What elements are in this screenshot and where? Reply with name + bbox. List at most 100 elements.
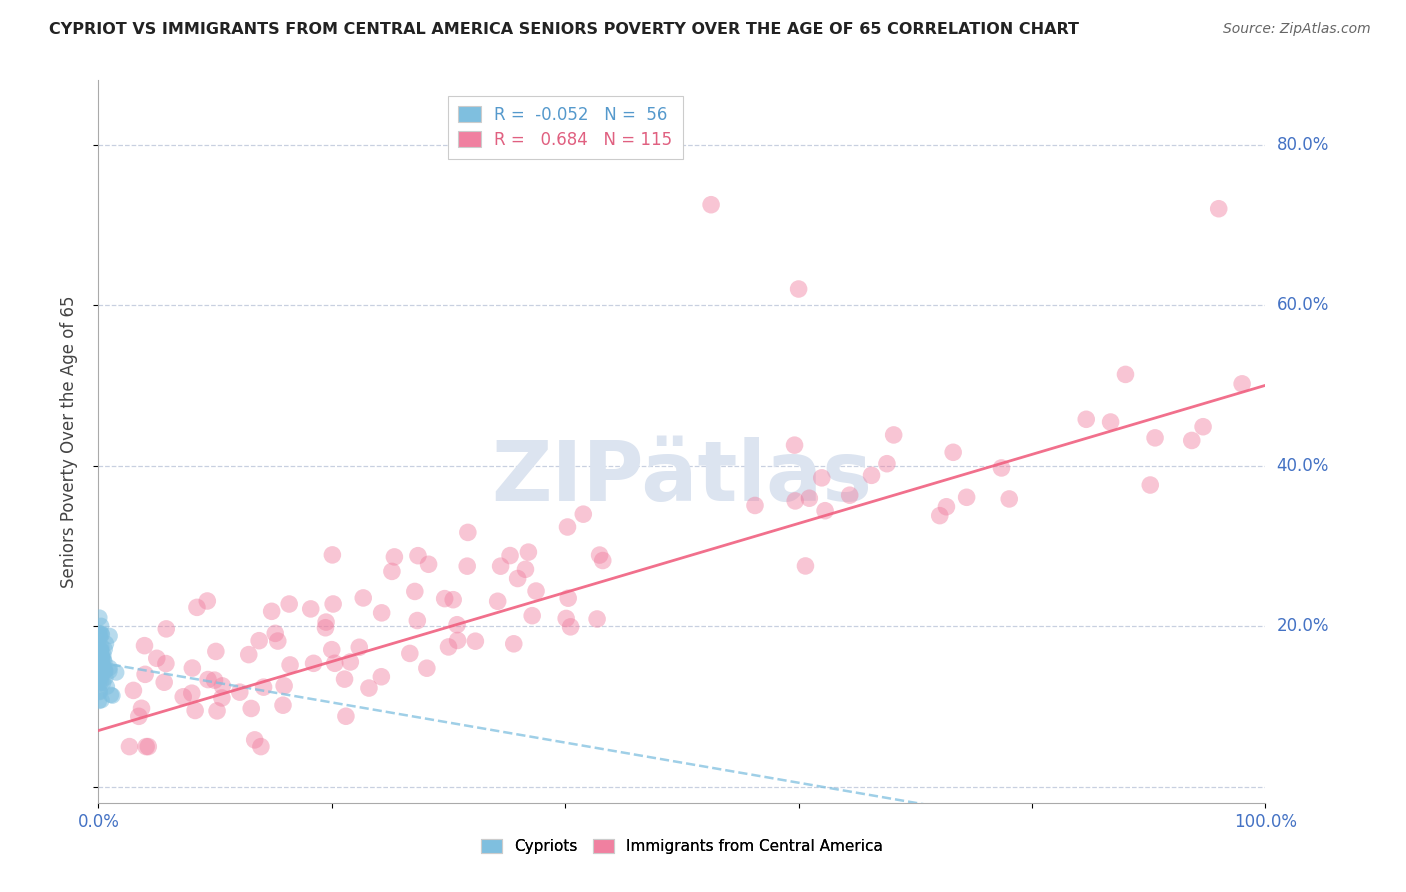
- Point: [321, 642, 343, 657]
- Point: [90, 675, 112, 690]
- Point: [90, 664, 112, 678]
- Point: [211, 679, 233, 693]
- Point: [146, 651, 169, 665]
- Point: [416, 661, 439, 675]
- Point: [89, 668, 111, 682]
- Point: [89, 660, 111, 674]
- Point: [810, 471, 832, 485]
- Point: [349, 640, 371, 655]
- Point: [105, 665, 128, 680]
- Point: [90, 665, 112, 679]
- Point: [446, 617, 468, 632]
- Point: [195, 594, 218, 608]
- Point: [588, 548, 610, 562]
- Point: [267, 634, 290, 648]
- Text: 20.0%: 20.0%: [1277, 617, 1329, 635]
- Point: [517, 545, 540, 559]
- Point: [172, 690, 194, 704]
- Point: [489, 559, 512, 574]
- Point: [278, 657, 301, 672]
- Point: [560, 620, 582, 634]
- Point: [153, 675, 176, 690]
- Point: [314, 621, 336, 635]
- Text: 80.0%: 80.0%: [1277, 136, 1329, 153]
- Point: [299, 602, 322, 616]
- Point: [586, 612, 609, 626]
- Point: [370, 670, 392, 684]
- Point: [93, 652, 115, 666]
- Point: [315, 615, 337, 629]
- Point: [499, 549, 522, 563]
- Point: [271, 698, 294, 713]
- Point: [744, 499, 766, 513]
- Point: [252, 680, 274, 694]
- Point: [134, 667, 156, 681]
- Point: [935, 500, 957, 514]
- Point: [87, 684, 110, 698]
- Point: [942, 445, 965, 459]
- Point: [90, 640, 112, 654]
- Point: [302, 657, 325, 671]
- Point: [247, 633, 270, 648]
- Point: [956, 490, 979, 504]
- Point: [211, 690, 233, 705]
- Point: [278, 597, 301, 611]
- Point: [860, 468, 883, 483]
- Point: [928, 508, 950, 523]
- Point: [1099, 415, 1122, 429]
- Point: [100, 688, 122, 702]
- Point: [883, 428, 905, 442]
- Point: [456, 559, 478, 574]
- Point: [557, 520, 579, 534]
- Point: [1076, 412, 1098, 426]
- Point: [93, 655, 115, 669]
- Point: [89, 626, 111, 640]
- Point: [229, 685, 252, 699]
- Point: [90, 642, 112, 657]
- Point: [90, 650, 112, 665]
- Point: [339, 655, 361, 669]
- Point: [186, 600, 208, 615]
- Point: [502, 637, 524, 651]
- Point: [441, 592, 464, 607]
- Point: [135, 739, 157, 754]
- Point: [404, 584, 426, 599]
- Point: [91, 676, 114, 690]
- Point: [94, 637, 117, 651]
- Point: [406, 549, 429, 563]
- Point: [87, 627, 110, 641]
- Point: [93, 648, 115, 662]
- Point: [89, 610, 111, 624]
- Point: [90, 619, 112, 633]
- Point: [264, 626, 287, 640]
- Point: [181, 661, 204, 675]
- Point: [273, 679, 295, 693]
- Point: [838, 488, 860, 502]
- Point: [238, 648, 260, 662]
- Point: [90, 657, 112, 672]
- Text: 60.0%: 60.0%: [1277, 296, 1329, 314]
- Point: [333, 672, 356, 686]
- Point: [799, 491, 821, 506]
- Point: [250, 739, 273, 754]
- Point: [90, 643, 112, 657]
- Point: [205, 704, 228, 718]
- Point: [96, 680, 118, 694]
- Point: [814, 504, 837, 518]
- Point: [787, 282, 810, 296]
- Point: [446, 633, 468, 648]
- Point: [794, 558, 817, 573]
- Point: [184, 704, 207, 718]
- Point: [89, 643, 111, 657]
- Point: [1208, 202, 1230, 216]
- Point: [89, 685, 111, 699]
- Point: [1114, 368, 1136, 382]
- Point: [94, 664, 117, 678]
- Point: [89, 664, 111, 678]
- Point: [555, 611, 578, 625]
- Point: [240, 701, 263, 715]
- Point: [321, 548, 343, 562]
- Point: [91, 664, 114, 678]
- Text: Source: ZipAtlas.com: Source: ZipAtlas.com: [1223, 22, 1371, 37]
- Text: 40.0%: 40.0%: [1277, 457, 1329, 475]
